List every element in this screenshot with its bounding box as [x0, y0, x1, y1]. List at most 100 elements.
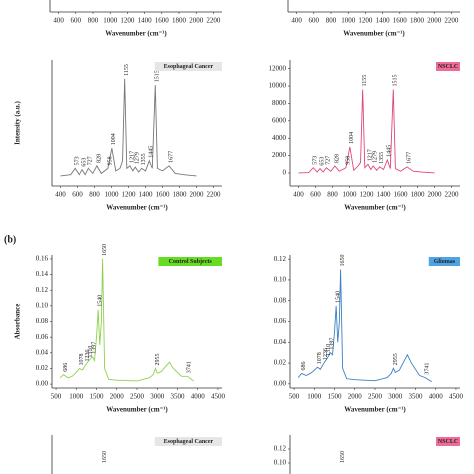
x-tick-label: 400 — [55, 191, 66, 199]
x-tick-label: 1200 — [122, 191, 137, 199]
legend-label: NSCLC — [438, 64, 458, 70]
x-tick-label: 800 — [327, 191, 338, 199]
peak-label: 1677 — [406, 152, 412, 164]
x-tick-label: 2000 — [110, 393, 125, 401]
y-tick-label: 0.02 — [274, 359, 287, 367]
spectrum — [297, 269, 432, 383]
peak-label: 1355 — [141, 153, 147, 165]
peak-label: 1650 — [340, 451, 346, 463]
x-tick-label: 1600 — [155, 17, 170, 25]
legend-box — [436, 437, 460, 446]
peak-label: 1078 — [317, 352, 323, 364]
x-tick-label: 1200 — [358, 17, 373, 25]
peak-label: 2955 — [393, 353, 399, 365]
x-tick-label: 2200 — [206, 17, 221, 25]
y-tick-label: 4000 — [272, 134, 287, 142]
x-tick-label: 3500 — [408, 393, 423, 401]
peak-label: 1155 — [362, 75, 368, 87]
x-tick-label: 3500 — [170, 393, 185, 401]
x-tick-label: 400 — [293, 191, 304, 199]
y-tick-label: 0.00 — [274, 379, 287, 387]
peak-label: 1355 — [379, 152, 385, 164]
y-tick-label: 0.16 — [36, 255, 49, 263]
x-axis-label: Wavenumber (cm⁻¹) — [343, 30, 405, 38]
peak-label: 1650 — [340, 255, 346, 267]
y-tick-label: 0.00 — [36, 380, 49, 388]
peak-label: 1279 — [135, 152, 141, 164]
x-tick-label: 500 — [289, 393, 300, 401]
y-tick-label: 2000 — [272, 151, 287, 159]
spectrum — [59, 258, 194, 382]
x-tick-label: 500 — [51, 393, 62, 401]
peak-label: 727 — [88, 156, 94, 165]
legend-box — [436, 62, 460, 71]
peak-label: 3741 — [187, 361, 193, 373]
x-tick-label: 3000 — [388, 393, 403, 401]
x-tick-label: 2200 — [445, 191, 460, 199]
x-tick-label: 1600 — [394, 191, 409, 199]
x-tick-label: 1200 — [120, 17, 135, 25]
peak-label: 653 — [81, 158, 87, 167]
y-tick-label: 0.04 — [274, 338, 287, 346]
peak-label: 1515 — [393, 75, 399, 87]
peak-label: 1004 — [349, 132, 355, 144]
peak-label: 1650 — [102, 244, 108, 256]
x-tick-label: 1400 — [139, 191, 154, 199]
legend-box — [158, 257, 222, 266]
peak-label: 653 — [319, 157, 325, 166]
x-tick-label: 800 — [326, 17, 337, 25]
x-tick-label: 600 — [310, 191, 321, 199]
y-tick-label: 0.12 — [274, 255, 287, 263]
x-tick-label: 1000 — [105, 191, 120, 199]
x-tick-label: 4000 — [429, 393, 444, 401]
legend-box — [154, 62, 222, 71]
y-tick-label: 0.08 — [36, 317, 49, 325]
peak-label: 828 — [96, 154, 102, 163]
y-tick-label: 0.02 — [36, 364, 49, 372]
peak-label: 1445 — [149, 146, 155, 158]
y-tick-label: 0.10 — [274, 459, 287, 467]
y-axis-label: Absorbance — [14, 304, 22, 340]
x-tick-label: 800 — [89, 191, 100, 199]
y-tick-label: 0 — [283, 169, 287, 177]
peak-label: 1310 — [88, 346, 94, 358]
legend-label: Esophageal Cancer — [164, 439, 214, 445]
peak-label: 1540 — [98, 295, 104, 307]
x-tick-label: 1400 — [138, 17, 153, 25]
x-tick-label: 1600 — [156, 191, 171, 199]
peak-label: 1217 — [129, 151, 135, 163]
peak-label: 1397 — [330, 338, 336, 350]
y-tick-label: 0.06 — [274, 317, 287, 325]
x-tick-label: 4500 — [449, 393, 464, 401]
y-tick-label: 0.14 — [36, 270, 49, 278]
x-tick-label: 2500 — [368, 393, 383, 401]
peak-label: 573 — [75, 156, 81, 165]
y-tick-label: 10000 — [269, 82, 287, 90]
x-tick-label: 1500 — [90, 393, 105, 401]
y-tick-label: 8000 — [272, 99, 287, 107]
legend-label: Esophageal Cancer — [164, 64, 214, 70]
x-tick-label: 2000 — [190, 191, 205, 199]
x-tick-label: 400 — [291, 17, 302, 25]
peak-label: 1310 — [326, 344, 332, 356]
x-tick-label: 2500 — [130, 393, 145, 401]
peak-label: 1445 — [387, 145, 393, 157]
x-tick-label: 1800 — [173, 191, 188, 199]
y-tick-label: 0.12 — [36, 286, 49, 294]
peak-label: 1236 — [323, 348, 329, 360]
x-tick-label: 1800 — [411, 191, 426, 199]
legend-label: NSCLC — [438, 439, 458, 445]
x-tick-label: 3000 — [150, 393, 165, 401]
x-tick-label: 1200 — [360, 191, 375, 199]
x-tick-label: 1600 — [393, 17, 408, 25]
x-tick-label: 4000 — [191, 393, 206, 401]
y-axis-label: Intensity (a.u.) — [14, 100, 22, 144]
peak-label: 828 — [334, 154, 340, 163]
x-tick-label: 1400 — [377, 191, 392, 199]
peak-label: 686 — [301, 361, 307, 370]
peak-label: 2955 — [155, 353, 161, 365]
peak-label: 958 — [345, 156, 351, 165]
peak-label: 1650 — [102, 451, 108, 463]
y-tick-label: 0.04 — [36, 348, 49, 356]
